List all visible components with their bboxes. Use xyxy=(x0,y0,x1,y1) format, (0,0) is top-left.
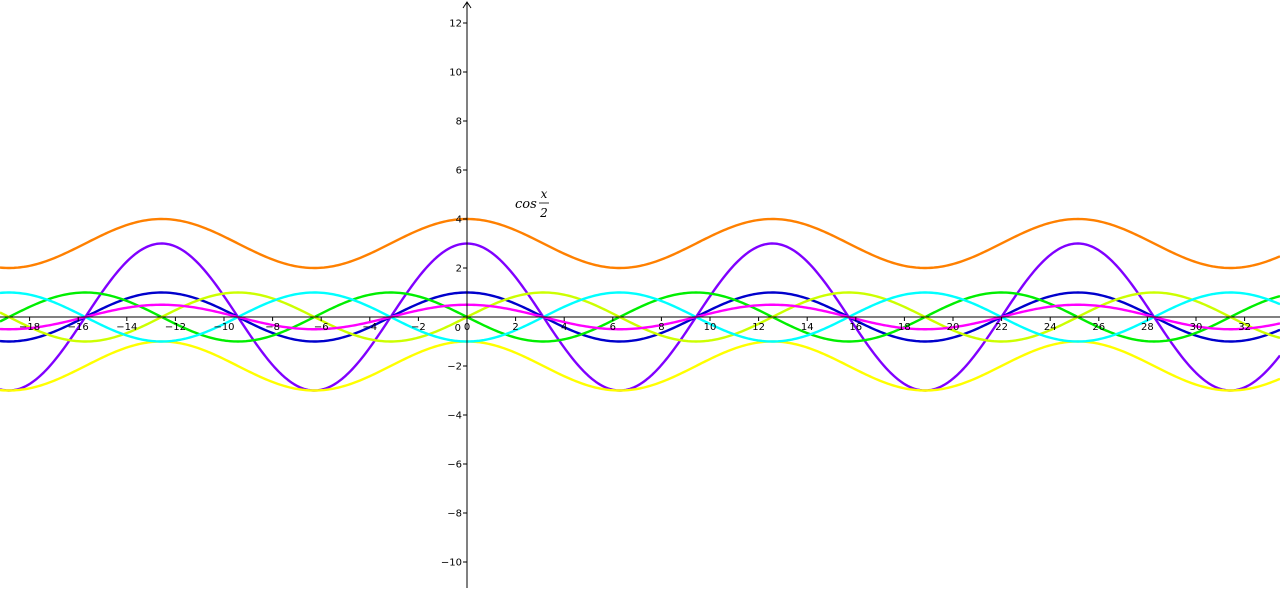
x-tick-label: −8 xyxy=(265,322,280,333)
x-tick-label: 22 xyxy=(995,322,1008,333)
y-tick-label: −10 xyxy=(441,558,462,569)
x-tick-label: 24 xyxy=(1044,322,1057,333)
series-curve-6[interactable] xyxy=(0,291,1280,343)
series-curve-3[interactable] xyxy=(0,340,1280,392)
x-tick-label: −10 xyxy=(213,322,234,333)
y-tick-label: −6 xyxy=(447,460,462,471)
y-tick-label: 12 xyxy=(449,19,462,30)
y-tick-label: 10 xyxy=(449,68,462,79)
annotation-numerator: x xyxy=(541,187,548,201)
x-tick-label: 8 xyxy=(658,322,664,333)
x-tick-label: 14 xyxy=(801,322,814,333)
x-tick-label: 16 xyxy=(849,322,862,333)
x-tick-label: −12 xyxy=(165,322,186,333)
x-tick-label: −18 xyxy=(19,322,40,333)
x-tick-label: −2 xyxy=(411,322,426,333)
y-tick-label: 8 xyxy=(456,117,462,128)
annotation-function: cos xyxy=(515,197,537,212)
series-curve-7[interactable] xyxy=(0,291,1280,343)
x-tick-label: −4 xyxy=(362,322,377,333)
y-tick-label: −8 xyxy=(447,509,462,520)
x-tick-label: 6 xyxy=(610,322,616,333)
x-tick-label: 18 xyxy=(898,322,911,333)
x-tick-label: 28 xyxy=(1141,322,1154,333)
series-curve-8[interactable] xyxy=(0,303,1280,331)
x-tick-label: 0 xyxy=(464,322,470,333)
y-tick-label: 4 xyxy=(456,215,462,226)
x-tick-label: −6 xyxy=(314,322,329,333)
x-tick-label: 26 xyxy=(1092,322,1105,333)
curve-annotation: cos x 2 xyxy=(515,187,549,220)
x-tick-label: 4 xyxy=(561,322,567,333)
y-tick-label: −2 xyxy=(447,362,462,373)
x-tick-label: 20 xyxy=(947,322,960,333)
series-curve-2[interactable] xyxy=(0,242,1280,392)
x-tick-label: −16 xyxy=(68,322,89,333)
curves-layer xyxy=(0,217,1280,392)
origin-label: 0 xyxy=(455,323,461,334)
y-tick-label: 2 xyxy=(456,264,462,275)
x-tick-label: 12 xyxy=(752,322,765,333)
series-curve-1[interactable] xyxy=(0,217,1280,270)
x-tick-label: 32 xyxy=(1238,322,1251,333)
series-curve-5[interactable] xyxy=(0,291,1280,343)
y-tick-label: 6 xyxy=(456,166,462,177)
ticks-layer: −18 −16 −14 −12 −10 −8 −6 −4 −2 0 2 4 6 8 10 12 14 16 18 20… xyxy=(19,19,1251,569)
y-axis-arrow-icon xyxy=(462,1,472,9)
y-tick-label: −4 xyxy=(447,411,462,422)
x-tick-label: 2 xyxy=(512,322,518,333)
annotation-denominator: 2 xyxy=(539,206,548,220)
x-tick-label: −14 xyxy=(116,322,137,333)
x-tick-label: 10 xyxy=(704,322,717,333)
series-curve-4[interactable] xyxy=(0,291,1280,343)
x-tick-label: 30 xyxy=(1190,322,1203,333)
